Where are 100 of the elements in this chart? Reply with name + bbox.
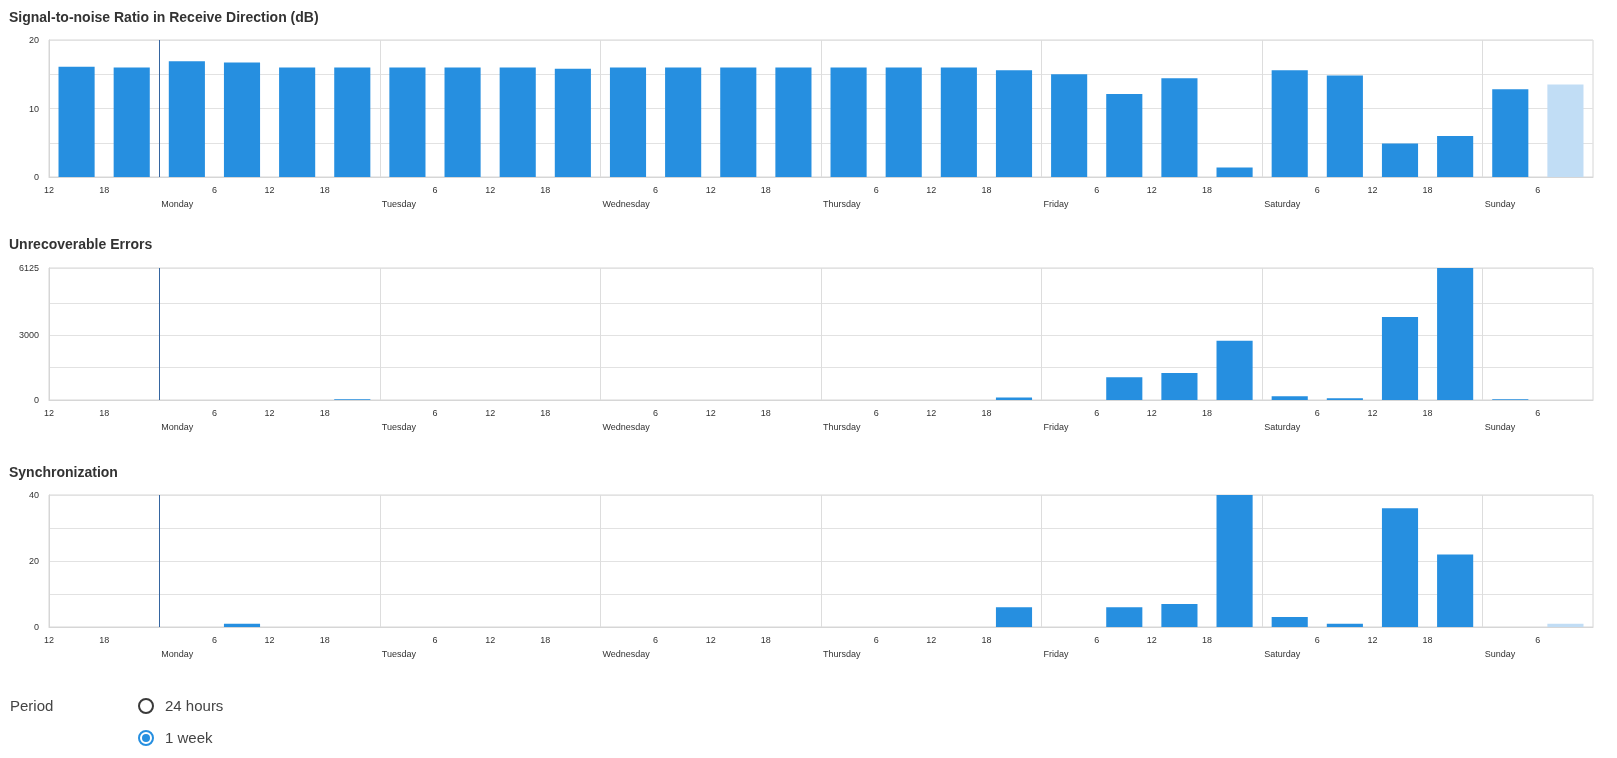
bar	[775, 67, 812, 177]
bar	[113, 67, 150, 177]
bar	[1381, 143, 1419, 177]
bar	[1326, 75, 1363, 177]
x-tick-label: 12	[705, 184, 716, 195]
x-tick-label: 6	[1535, 407, 1541, 418]
y-tick-label: 0	[33, 172, 39, 182]
x-tick-label: 12	[43, 634, 55, 645]
bar	[1216, 340, 1253, 400]
ref-line-label: Tuesday	[381, 421, 417, 432]
text: 24 hours	[165, 697, 224, 715]
x-tick-label: 6	[211, 407, 217, 418]
x-tick-label: 6	[873, 407, 879, 418]
chart-title: Synchronization	[9, 464, 118, 480]
x-tick-label: 18	[1201, 634, 1213, 645]
ref-line-label: Friday	[1043, 198, 1070, 209]
bar	[1492, 89, 1529, 177]
x-tick-label: 12	[1146, 184, 1157, 195]
x-tick-label: 6	[432, 634, 438, 645]
bar	[995, 70, 1033, 177]
x-tick-label: 6	[873, 634, 879, 645]
ref-line-label: Saturday	[1264, 198, 1301, 209]
x-tick-label: 6	[653, 634, 659, 645]
bar	[1381, 317, 1419, 400]
bar	[1547, 623, 1584, 627]
bar	[1161, 603, 1198, 627]
bar	[1271, 396, 1308, 400]
bar	[720, 67, 757, 177]
ref-line-label: Monday	[161, 198, 194, 209]
x-tick-label: 12	[264, 184, 275, 195]
ref-line-label: Sunday	[1484, 648, 1516, 659]
bar	[223, 62, 261, 177]
x-tick-label: 12	[264, 634, 275, 645]
y-tick-label: 6125	[18, 263, 39, 273]
x-tick-label: 18	[981, 634, 992, 645]
x-tick-label: 6	[1314, 184, 1320, 195]
x-tick-label: 12	[705, 634, 716, 645]
x-tick-label: 18	[99, 634, 110, 645]
x-tick-label: 12	[485, 407, 496, 418]
bar	[830, 67, 867, 177]
ref-line-label: Tuesday	[381, 198, 417, 209]
x-tick-label: 12	[926, 184, 937, 195]
y-tick-label: 20	[28, 556, 39, 566]
x-tick-label: 12	[485, 184, 496, 195]
text: 1 week	[165, 729, 213, 747]
x-tick-label: 12	[43, 407, 55, 418]
x-tick-label: 18	[319, 634, 330, 645]
bar	[1437, 268, 1474, 400]
x-tick-label: 18	[760, 407, 771, 418]
bar	[995, 607, 1033, 627]
x-tick-label: 12	[926, 407, 937, 418]
x-tick-label: 18	[1422, 407, 1433, 418]
ref-line-label: Friday	[1043, 421, 1070, 432]
x-tick-label: 12	[1367, 634, 1378, 645]
bar	[1437, 554, 1474, 627]
bar	[1437, 135, 1474, 177]
ref-line-label: Sunday	[1484, 198, 1516, 209]
x-tick-label: 18	[760, 634, 771, 645]
x-tick-label: 18	[981, 184, 992, 195]
x-tick-label: 6	[211, 184, 217, 195]
bar	[885, 67, 922, 177]
bar	[58, 66, 95, 177]
bar	[444, 67, 481, 177]
ref-line-label: Friday	[1043, 648, 1070, 659]
bar	[609, 67, 647, 177]
ref-line-label: Saturday	[1264, 648, 1301, 659]
x-tick-label: 12	[1367, 407, 1378, 418]
y-tick-label: 0	[33, 395, 39, 405]
ref-line-label: Wednesday	[602, 421, 651, 432]
x-tick-label: 18	[540, 184, 551, 195]
x-tick-label: 18	[1422, 184, 1433, 195]
x-tick-label: 18	[981, 407, 992, 418]
bar	[940, 67, 977, 177]
ref-line-label: Monday	[161, 421, 194, 432]
x-tick-label: 6	[1094, 634, 1100, 645]
x-tick-label: 12	[264, 407, 275, 418]
x-tick-label: 6	[653, 407, 659, 418]
x-tick-label: 6	[1314, 634, 1320, 645]
x-tick-label: 6	[1094, 184, 1100, 195]
bar	[1051, 74, 1088, 177]
x-tick-label: 12	[1146, 634, 1157, 645]
x-tick-label: 18	[540, 407, 551, 418]
x-tick-label: 12	[485, 634, 496, 645]
bar	[665, 67, 702, 177]
chart-title: Signal-to-noise Ratio in Receive Direction (dB)	[9, 9, 319, 25]
y-tick-label: 40	[28, 490, 39, 500]
bar	[334, 67, 371, 177]
text: Period	[10, 697, 54, 715]
y-tick-label: 10	[28, 103, 39, 114]
x-tick-label: 12	[926, 634, 937, 645]
ref-line-label: Thursday	[823, 198, 862, 209]
bar	[1106, 607, 1143, 627]
bar	[554, 68, 591, 177]
x-tick-label: 18	[99, 184, 110, 195]
bar	[1216, 167, 1253, 177]
ref-line-label: Tuesday	[381, 648, 417, 659]
bar	[1381, 508, 1419, 627]
x-tick-label: 12	[1367, 184, 1378, 195]
y-tick-label: 0	[33, 622, 39, 632]
x-tick-label: 18	[99, 407, 110, 418]
